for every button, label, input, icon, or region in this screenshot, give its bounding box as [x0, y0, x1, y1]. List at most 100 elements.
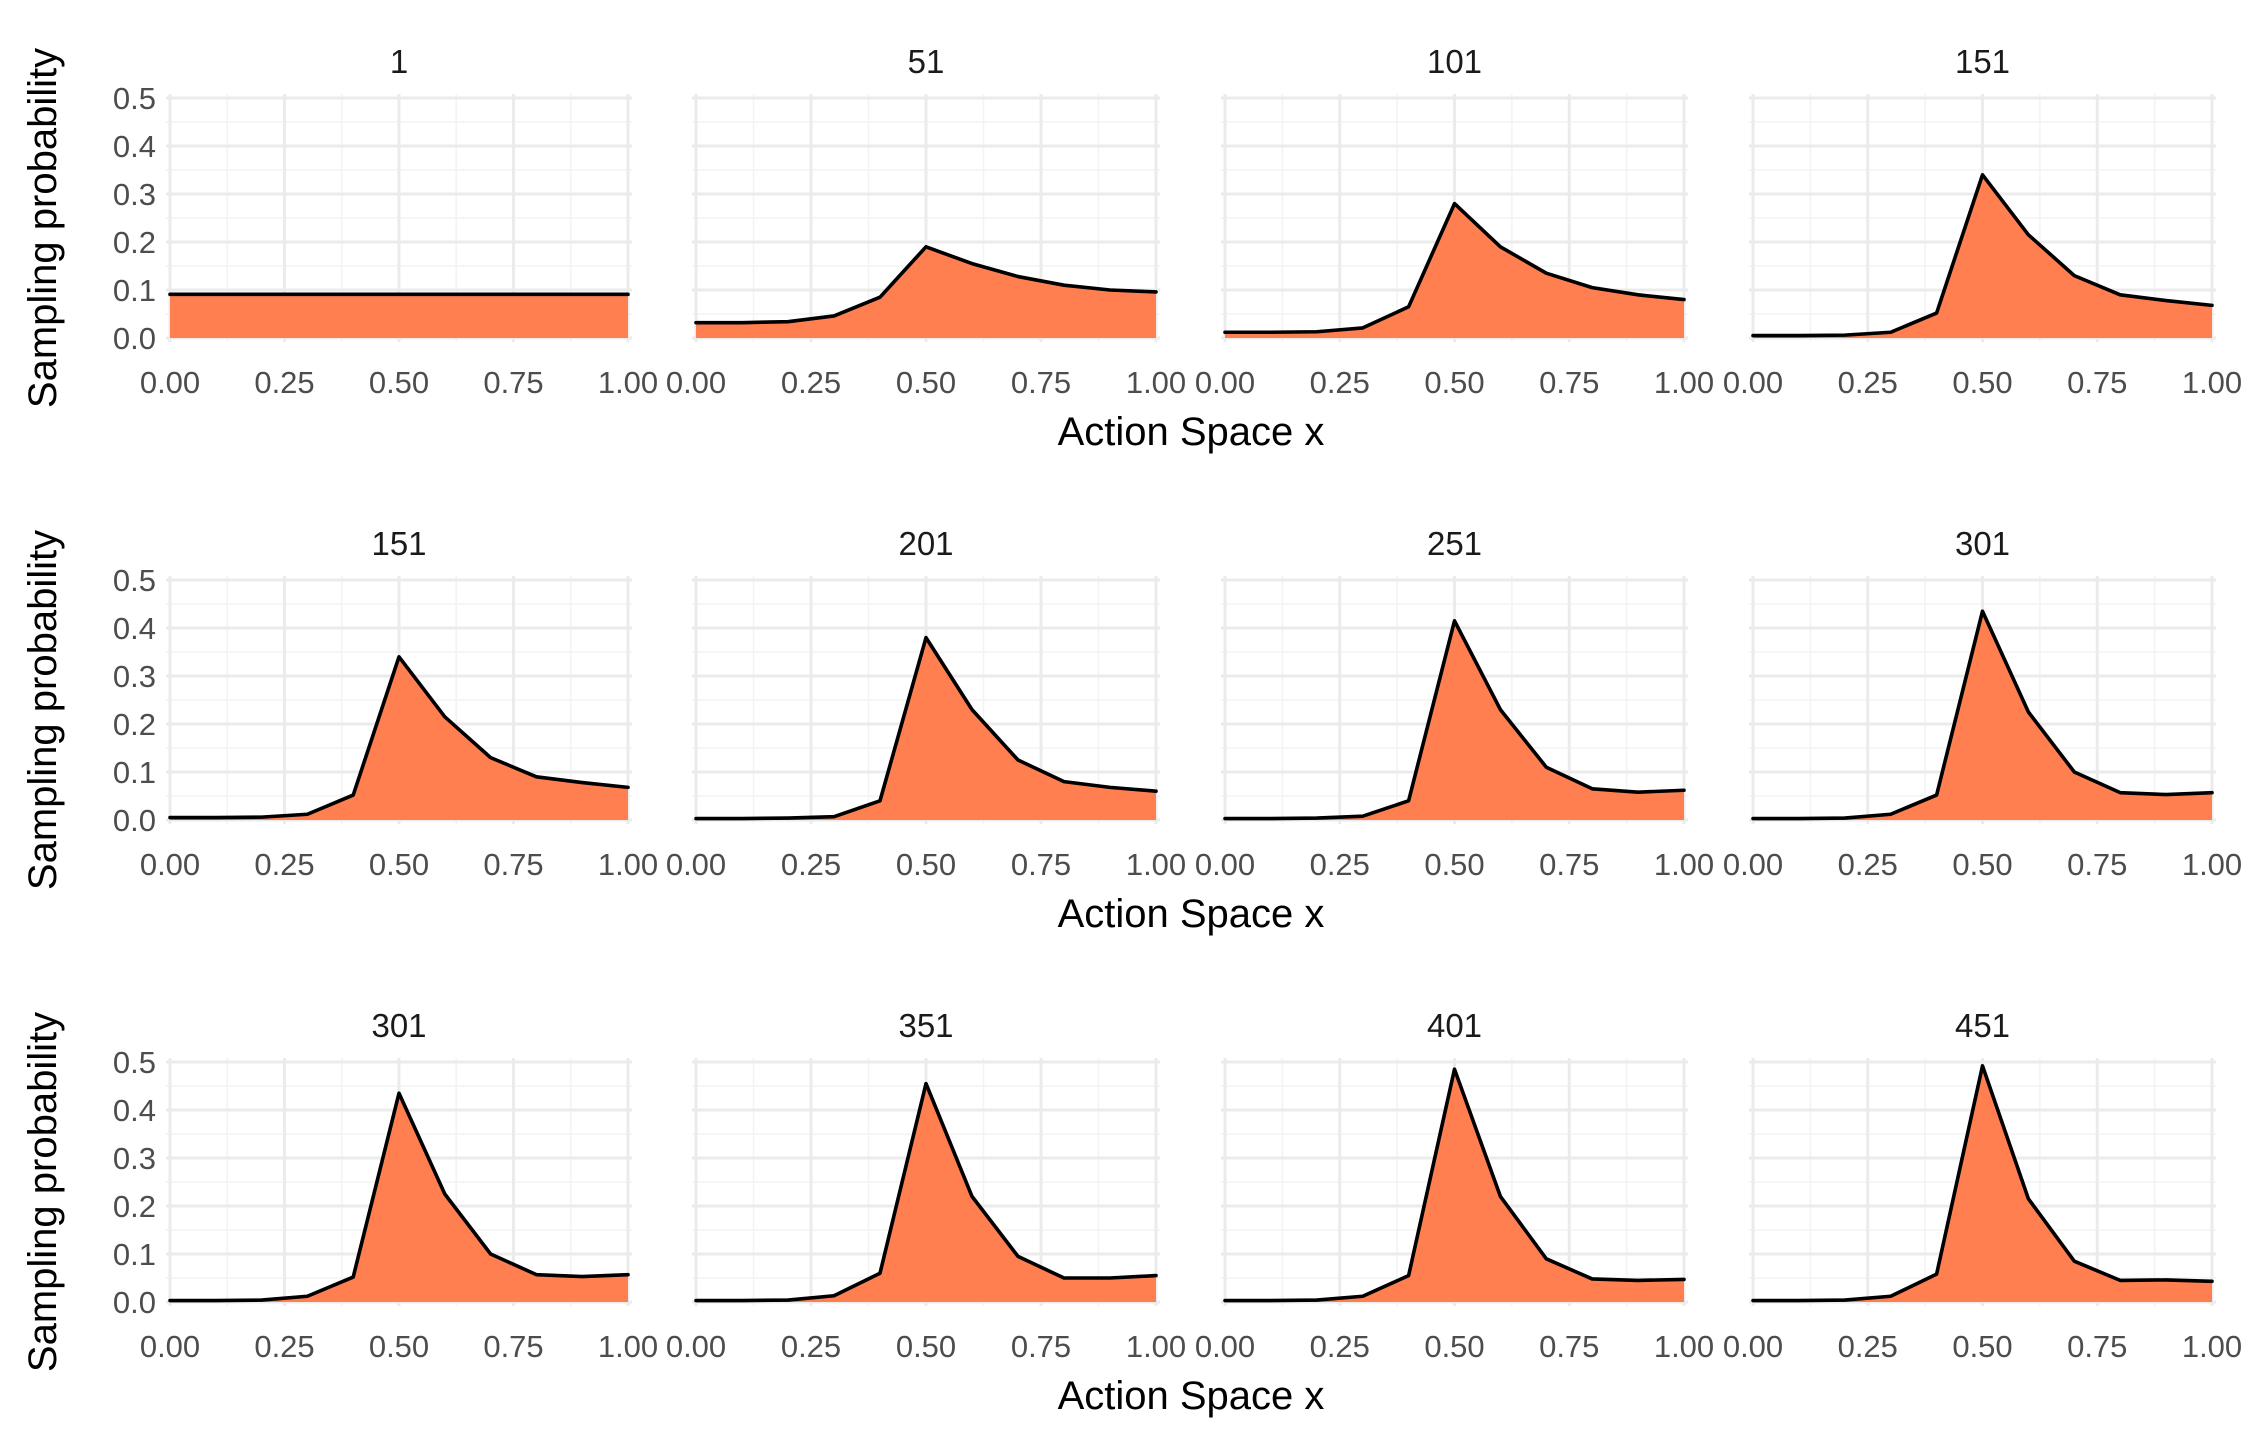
facet-panel-1: 1 0.00 0.25 0.50 0.75 1.00 0.0 0.1 0.2 0.3 0.4 0.5: [113, 43, 658, 400]
facet-title: 251: [1427, 525, 1482, 562]
facet-title: 151: [371, 525, 426, 562]
area-fill: [1225, 203, 1684, 338]
x-tick-label: 0.50: [1952, 1329, 2012, 1364]
area-fill: [1753, 611, 2212, 820]
area-fill: [1225, 620, 1684, 820]
x-tick-label: 0.00: [140, 847, 200, 882]
facet-title: 101: [1427, 43, 1482, 80]
x-tick-label: 0.50: [1424, 847, 1484, 882]
facet-panel-9: 301 0.00 0.25 0.50 0.75 1.00 0.0 0.1 0.2 0.3 0.4 0.…: [113, 1007, 658, 1364]
x-tick-label: 0.00: [1195, 365, 1255, 400]
x-tick-label: 1.00: [2182, 847, 2242, 882]
area-fill: [170, 294, 628, 338]
facet-title: 1: [390, 43, 408, 80]
area-fill: [1225, 1069, 1684, 1302]
area-fill: [170, 1093, 628, 1302]
facet-panel-2: 51 0.00 0.25 0.50 0.75 1.00: [666, 43, 1186, 400]
x-tick-label: 1.00: [1126, 365, 1186, 400]
facet-panel-11: 401 0.00 0.25 0.50 0.75 1.00: [1195, 1007, 1714, 1364]
x-tick-label: 0.25: [1310, 365, 1370, 400]
x-tick-label: 0.50: [369, 365, 429, 400]
x-tick-label: 0.00: [1723, 365, 1783, 400]
facet-panel-6: 201 0.00 0.25 0.50 0.75 1.00: [666, 525, 1186, 882]
y-tick-label: 0.3: [113, 659, 156, 694]
x-tick-label: 0.00: [140, 365, 200, 400]
x-tick-label: 0.25: [1838, 365, 1898, 400]
facet-title: 301: [371, 1007, 426, 1044]
x-tick-label: 0.25: [1838, 1329, 1898, 1364]
y-tick-label: 0.4: [113, 129, 156, 164]
facet-title: 201: [898, 525, 953, 562]
x-axis-title: Action Space x: [1058, 410, 1325, 454]
x-tick-label: 0.50: [896, 847, 956, 882]
y-tick-label: 0.3: [113, 1141, 156, 1176]
x-tick-label: 0.00: [666, 1329, 726, 1364]
y-tick-label: 0.3: [113, 177, 156, 212]
y-axis-title: Sampling probability: [21, 1012, 65, 1372]
facet-panel-4: 151 0.00 0.25 0.50 0.75 1.00: [1723, 43, 2242, 400]
facet-title: 151: [1955, 43, 2010, 80]
y-axis-title: Sampling probability: [21, 48, 65, 408]
y-tick-label: 0.2: [113, 1189, 156, 1224]
x-tick-label: 0.50: [369, 847, 429, 882]
x-tick-label: 0.75: [1011, 1329, 1071, 1364]
x-tick-label: 0.00: [1195, 847, 1255, 882]
facet-panel-8: 301 0.00 0.25 0.50 0.75 1.00: [1723, 525, 2242, 882]
x-tick-label: 1.00: [598, 1329, 658, 1364]
x-tick-label: 0.25: [1838, 847, 1898, 882]
area-fill: [696, 637, 1156, 820]
x-axis-title: Action Space x: [1058, 892, 1325, 936]
x-tick-label: 0.75: [1011, 847, 1071, 882]
x-tick-label: 1.00: [1654, 1329, 1714, 1364]
y-tick-label: 0.1: [113, 755, 156, 790]
x-tick-label: 0.75: [483, 847, 543, 882]
x-tick-label: 0.00: [1723, 1329, 1783, 1364]
x-tick-label: 0.25: [1310, 1329, 1370, 1364]
area-fill: [170, 656, 628, 820]
x-tick-label: 1.00: [1654, 847, 1714, 882]
x-tick-label: 0.75: [2067, 365, 2127, 400]
facet-title: 301: [1955, 525, 2010, 562]
x-tick-label: 0.25: [781, 847, 841, 882]
x-tick-label: 1.00: [1126, 847, 1186, 882]
x-tick-label: 0.50: [1424, 1329, 1484, 1364]
x-tick-label: 0.00: [1723, 847, 1783, 882]
x-tick-label: 0.50: [1424, 365, 1484, 400]
facet-panel-7: 251 0.00 0.25 0.50 0.75 1.00: [1195, 525, 1714, 882]
x-tick-label: 0.25: [254, 847, 314, 882]
y-tick-label: 0.2: [113, 707, 156, 742]
x-tick-label: 0.75: [1539, 847, 1599, 882]
x-tick-label: 0.75: [1011, 365, 1071, 400]
y-tick-label: 0.5: [113, 1045, 156, 1080]
x-tick-label: 0.25: [781, 1329, 841, 1364]
x-tick-label: 0.25: [1310, 847, 1370, 882]
y-tick-label: 0.2: [113, 225, 156, 260]
area-fill: [1753, 1065, 2212, 1302]
facet-panel-12: 451 0.00 0.25 0.50 0.75 1.00: [1723, 1007, 2242, 1364]
facet-panel-10: 351 0.00 0.25 0.50 0.75 1.00: [666, 1007, 1186, 1364]
x-tick-label: 0.25: [254, 365, 314, 400]
facet-panel-3: 101 0.00 0.25 0.50 0.75 1.00: [1195, 43, 1714, 400]
y-axis-title: Sampling probability: [21, 530, 65, 890]
x-tick-label: 1.00: [2182, 1329, 2242, 1364]
x-tick-label: 1.00: [1654, 365, 1714, 400]
facet-title: 451: [1955, 1007, 2010, 1044]
facet-title: 401: [1427, 1007, 1482, 1044]
y-tick-label: 0.1: [113, 1237, 156, 1272]
facet-title: 351: [898, 1007, 953, 1044]
y-tick-label: 0.5: [113, 563, 156, 598]
x-tick-label: 0.00: [140, 1329, 200, 1364]
y-tick-label: 0.1: [113, 273, 156, 308]
x-tick-label: 0.00: [666, 365, 726, 400]
area-fill: [696, 246, 1156, 338]
x-tick-label: 0.50: [896, 365, 956, 400]
x-tick-label: 0.25: [254, 1329, 314, 1364]
y-tick-label: 0.0: [113, 803, 156, 838]
y-tick-label: 0.0: [113, 1285, 156, 1320]
x-tick-label: 1.00: [1126, 1329, 1186, 1364]
x-tick-label: 0.75: [483, 365, 543, 400]
y-tick-label: 0.4: [113, 1093, 156, 1128]
x-tick-label: 1.00: [2182, 365, 2242, 400]
x-tick-label: 0.75: [2067, 847, 2127, 882]
